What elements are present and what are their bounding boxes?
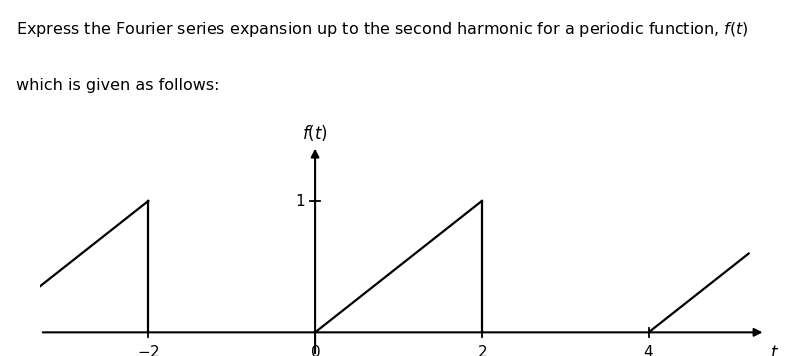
Text: which is given as follows:: which is given as follows: <box>16 78 219 94</box>
Text: $0$: $0$ <box>310 344 320 356</box>
Text: Express the Fourier series expansion up to the second harmonic for a periodic fu: Express the Fourier series expansion up … <box>16 20 749 39</box>
Text: $1$: $1$ <box>294 193 305 209</box>
Text: $4$: $4$ <box>643 344 654 356</box>
Text: $t$: $t$ <box>769 344 779 356</box>
Text: $2$: $2$ <box>476 344 487 356</box>
Text: $-2$: $-2$ <box>136 344 160 356</box>
Text: $f(t)$: $f(t)$ <box>302 123 328 143</box>
